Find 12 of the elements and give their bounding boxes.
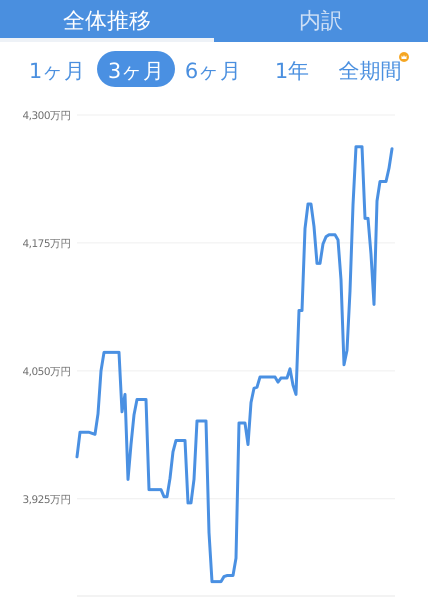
line-series (76, 145, 394, 584)
y-tick-label: 3,925万円 (22, 494, 71, 506)
text: 全体推移 (63, 9, 151, 34)
text: 全期間 (338, 59, 402, 83)
text: 内訳 (299, 9, 343, 34)
text: 3ヶ月 (108, 59, 164, 83)
text: 1年 (274, 59, 310, 83)
y-tick-label: 4,050万円 (22, 366, 71, 378)
y-tick-label: 4,300万円 (22, 110, 71, 122)
text: 1ヶ月 (28, 59, 86, 83)
text: 6ヶ月 (184, 59, 242, 83)
y-tick-label: 4,175万円 (22, 238, 71, 250)
